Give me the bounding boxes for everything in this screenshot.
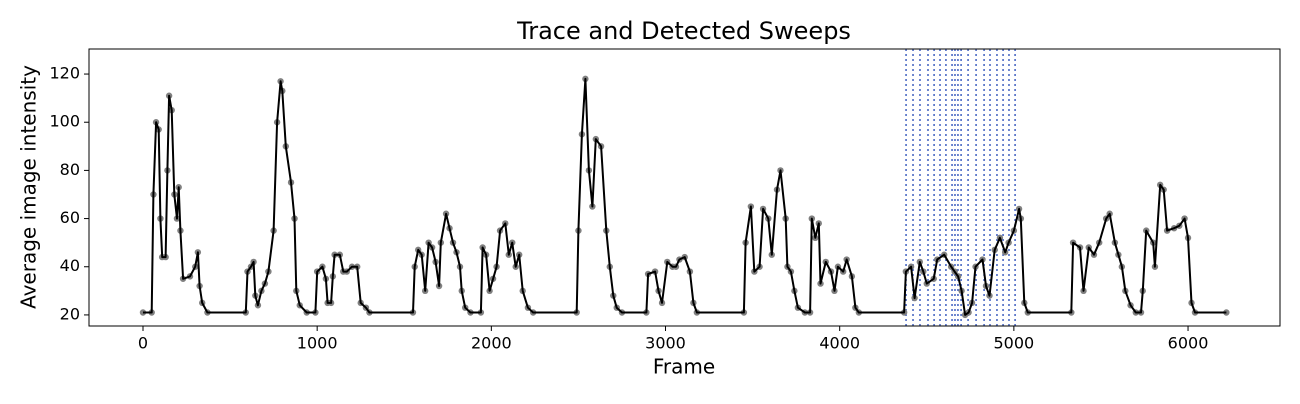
- plot-frame: [88, 48, 1281, 327]
- y-tick-label: 60: [60, 208, 80, 227]
- y-tick-label: 120: [49, 64, 80, 83]
- y-tick-label: 40: [60, 256, 80, 275]
- y-tick-label: 80: [60, 160, 80, 179]
- chart-title: Trace and Detected Sweeps: [516, 17, 851, 45]
- x-tick-label: 0: [138, 334, 148, 353]
- x-tick-label: 3000: [645, 334, 686, 353]
- y-axis-label: Average image intensity: [17, 65, 41, 309]
- x-tick-label: 6000: [1168, 334, 1209, 353]
- y-tick-label: 100: [49, 112, 80, 131]
- trace-line: [143, 77, 1227, 316]
- trace-point: [139, 309, 147, 316]
- x-axis-label: Frame: [653, 355, 715, 379]
- x-tick-label: 2000: [471, 334, 512, 353]
- x-tick-label: 4000: [819, 334, 860, 353]
- x-tick-label: 5000: [994, 334, 1035, 353]
- x-tick-label: 1000: [297, 334, 338, 353]
- y-tick-label: 20: [60, 304, 80, 323]
